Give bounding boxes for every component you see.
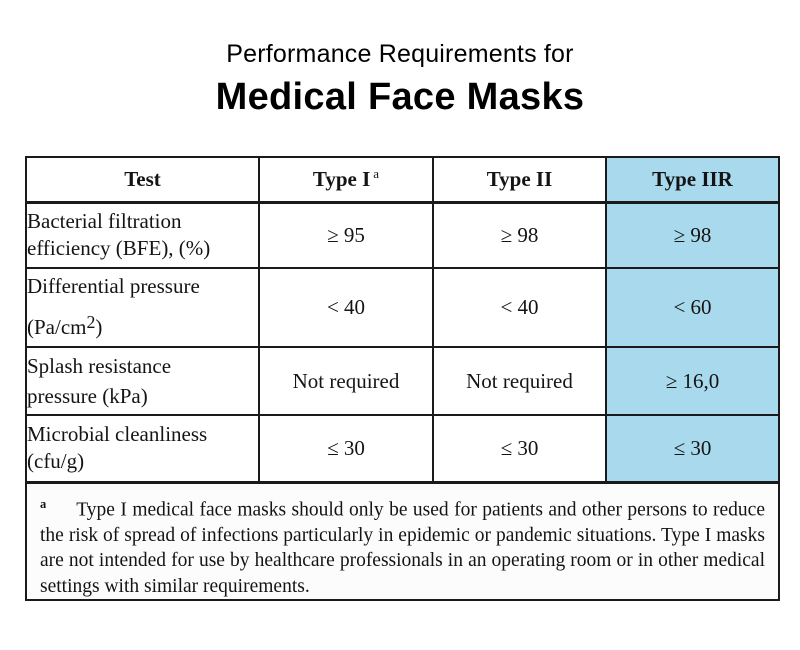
table-footnote-row: a Type I medical face masks should only b… bbox=[25, 480, 780, 601]
footnote-cell: a Type I medical face masks should only b… bbox=[25, 480, 780, 601]
header-label-type1: Type I bbox=[312, 167, 371, 192]
footnote-reference-superscript: a bbox=[373, 166, 380, 182]
header-cell-test: Test bbox=[25, 156, 260, 204]
header-label-type2r: Type IIR bbox=[652, 166, 733, 191]
value-cell-type1: ≤ 30 bbox=[258, 414, 434, 483]
value-cell-type2: < 40 bbox=[432, 267, 607, 348]
value-cell-type2r: ≥ 98 bbox=[605, 201, 780, 269]
title-heading: Medical Face Masks bbox=[215, 76, 585, 118]
header-cell-type2r: Type IIR bbox=[605, 156, 780, 204]
row-label-line2: pressure (kPa) bbox=[27, 383, 148, 408]
row-label-cell-bfe: Bacterial filtration efficiency (BFE), (… bbox=[25, 201, 260, 269]
value-cell-type1: ≥ 95 bbox=[258, 201, 434, 269]
row-label-cell-differential-pressure: Differential pressure (Pa/cm2) bbox=[25, 267, 260, 348]
footnote-marker: a bbox=[40, 496, 47, 511]
row-label-line1: Bacterial filtration bbox=[27, 209, 182, 234]
table-row-splash-resistance: Splash resistance pressure (kPa) Not req… bbox=[25, 346, 780, 416]
value-cell-type2r: ≥ 16,0 bbox=[605, 346, 780, 416]
row-label-cell-microbial-cleanliness: Microbial cleanliness (cfu/g) bbox=[25, 414, 260, 483]
row-label-line1: Microbial cleanliness bbox=[27, 422, 208, 447]
header-label-type2: Type II bbox=[486, 166, 553, 191]
value-cell-type2r: < 60 bbox=[605, 267, 780, 348]
row-label-line1: Splash resistance bbox=[27, 353, 172, 378]
row-label-line2: (cfu/g) bbox=[27, 449, 85, 474]
value-cell-type2: ≤ 30 bbox=[432, 414, 607, 483]
page-title: Performance Requirements for Medical Fac… bbox=[0, 40, 800, 119]
superscript-2: 2 bbox=[86, 312, 96, 333]
value-cell-type2r: ≤ 30 bbox=[605, 414, 780, 483]
value-cell-type1: Not required bbox=[258, 346, 434, 416]
table-row-bfe: Bacterial filtration efficiency (BFE), (… bbox=[25, 201, 780, 269]
row-label-line2: efficiency (BFE), (%) bbox=[27, 236, 211, 261]
header-label-test: Test bbox=[124, 166, 161, 191]
value-cell-type2: Not required bbox=[432, 346, 607, 416]
footnote: a Type I medical face masks should only b… bbox=[40, 492, 765, 599]
table-row-differential-pressure: Differential pressure (Pa/cm2) < 40 < 40… bbox=[25, 267, 780, 348]
value-cell-type1: < 40 bbox=[258, 267, 434, 348]
row-label-cell-splash-resistance: Splash resistance pressure (kPa) bbox=[25, 346, 260, 416]
header-cell-type2: Type II bbox=[432, 156, 607, 204]
title-subheading: Performance Requirements for bbox=[226, 40, 574, 68]
row-label-line2: (Pa/cm2) bbox=[27, 312, 103, 340]
footnote-body-text: Type I medical face masks should only be… bbox=[40, 499, 765, 597]
row-label-line1: Differential pressure bbox=[27, 274, 200, 299]
table-row-microbial-cleanliness: Microbial cleanliness (cfu/g) ≤ 30 ≤ 30 … bbox=[25, 414, 780, 483]
value-cell-type2: ≥ 98 bbox=[432, 201, 607, 269]
